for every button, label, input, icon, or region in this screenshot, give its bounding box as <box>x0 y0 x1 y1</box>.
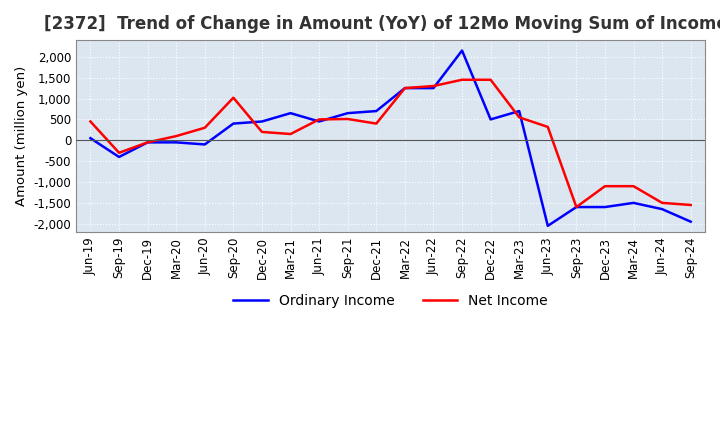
Ordinary Income <box>486 117 495 122</box>
Ordinary Income <box>458 48 467 53</box>
Net Income <box>287 132 295 137</box>
Ordinary Income <box>400 85 409 91</box>
Ordinary Income <box>143 140 152 145</box>
Y-axis label: Amount (million yen): Amount (million yen) <box>15 66 28 206</box>
Net Income <box>486 77 495 82</box>
Net Income <box>86 119 95 124</box>
Ordinary Income <box>258 119 266 124</box>
Net Income <box>229 95 238 100</box>
Legend: Ordinary Income, Net Income: Ordinary Income, Net Income <box>228 288 554 313</box>
Ordinary Income <box>515 108 523 114</box>
Net Income <box>458 77 467 82</box>
Ordinary Income <box>86 136 95 141</box>
Net Income <box>258 129 266 135</box>
Net Income <box>686 202 695 208</box>
Line: Ordinary Income: Ordinary Income <box>91 51 690 226</box>
Net Income <box>429 84 438 89</box>
Net Income <box>658 200 667 205</box>
Ordinary Income <box>372 108 381 114</box>
Net Income <box>172 133 181 139</box>
Ordinary Income <box>572 205 581 210</box>
Net Income <box>114 150 123 155</box>
Net Income <box>572 205 581 210</box>
Ordinary Income <box>114 154 123 160</box>
Ordinary Income <box>686 219 695 224</box>
Ordinary Income <box>600 205 609 210</box>
Ordinary Income <box>343 110 352 116</box>
Net Income <box>343 116 352 121</box>
Ordinary Income <box>315 119 323 124</box>
Ordinary Income <box>658 206 667 212</box>
Ordinary Income <box>629 200 638 205</box>
Ordinary Income <box>229 121 238 126</box>
Net Income <box>515 115 523 120</box>
Ordinary Income <box>429 85 438 91</box>
Ordinary Income <box>200 142 209 147</box>
Net Income <box>372 121 381 126</box>
Ordinary Income <box>172 140 181 145</box>
Net Income <box>315 117 323 122</box>
Title: [2372]  Trend of Change in Amount (YoY) of 12Mo Moving Sum of Incomes: [2372] Trend of Change in Amount (YoY) o… <box>44 15 720 33</box>
Net Income <box>544 124 552 129</box>
Ordinary Income <box>544 223 552 228</box>
Net Income <box>600 183 609 189</box>
Line: Net Income: Net Income <box>91 80 690 207</box>
Net Income <box>400 85 409 91</box>
Ordinary Income <box>287 110 295 116</box>
Net Income <box>629 183 638 189</box>
Net Income <box>200 125 209 130</box>
Net Income <box>143 140 152 145</box>
